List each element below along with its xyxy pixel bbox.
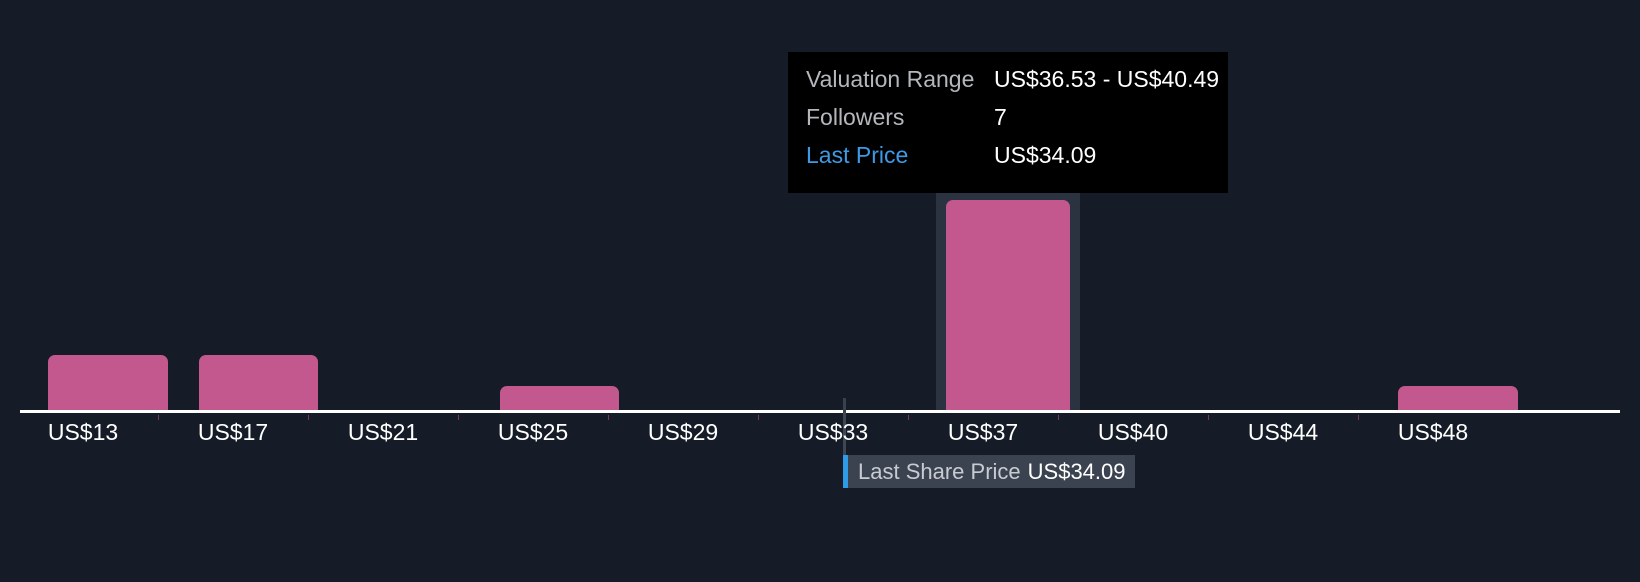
tooltip-label-last-price[interactable]: Last Price [806,142,909,168]
last-share-price-value: US$34.09 [1027,458,1126,484]
tooltip-value-last-price: US$34.09 [994,142,1097,168]
tooltip-label-valuation-range: Valuation Range [806,66,975,92]
x-axis-tick-label: US$48 [1397,419,1469,445]
tooltip-row-last-price: Last Price US$34.09 [806,142,1210,180]
tooltip-value-followers: 7 [994,104,1007,130]
chart-bar[interactable] [1398,386,1518,410]
x-axis-tick-label: US$13 [47,419,119,445]
x-axis-tick-mark [608,415,609,420]
x-axis-tick-mark [1208,415,1209,420]
x-axis-tick-label: US$21 [347,419,419,445]
x-axis-tick-mark [758,415,759,420]
x-axis-tick-mark [458,415,459,420]
x-axis-tick-label: US$17 [197,419,269,445]
chart-bar[interactable] [199,355,318,410]
x-axis-tick-label: US$33 [797,419,869,445]
last-price-marker [843,412,846,457]
valuation-tooltip: Valuation Range US$36.53 - US$40.49 Foll… [788,52,1228,193]
x-axis-line [20,410,1620,413]
x-axis-tick-mark [1058,415,1059,420]
tooltip-value-valuation-range: US$36.53 - US$40.49 [994,66,1220,92]
last-share-price-label: Last Share Price [858,458,1021,484]
last-price-accent-bar [843,455,848,488]
x-axis-tick-label: US$37 [947,419,1019,445]
tooltip-row-valuation-range: Valuation Range US$36.53 - US$40.49 [806,66,1219,104]
chart-bar[interactable] [48,355,168,410]
chart-bar[interactable] [500,386,619,410]
x-axis-tick-mark [158,415,159,420]
x-axis-tick-label: US$25 [497,419,569,445]
x-axis-tick-mark [1358,415,1359,420]
x-axis-tick-mark [908,415,909,420]
x-axis-tick-label: US$44 [1247,419,1319,445]
last-price-marker-upper [843,398,846,412]
x-axis-tick-label: US$29 [647,419,719,445]
tooltip-label-followers: Followers [806,104,905,130]
chart-bar[interactable] [946,200,1070,410]
x-axis-tick-label: US$40 [1097,419,1169,445]
tooltip-row-followers: Followers 7 [806,104,1210,142]
x-axis-tick-mark [308,415,309,420]
last-share-price-badge: Last Share Price US$34.09 [843,455,1135,488]
